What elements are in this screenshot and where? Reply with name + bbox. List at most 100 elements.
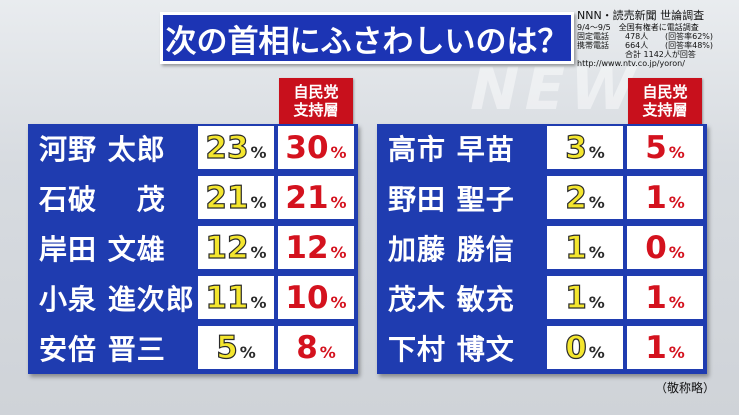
overall-value: 0: [565, 329, 588, 366]
right-panel: 高市 早苗 3% 5% 野田 聖子 2% 1% 加藤 勝信 1% 0% 茂木 敏充 1% 1% 下村 博…: [377, 124, 707, 374]
candidate-row: 岸田 文雄 12% 12%: [28, 224, 358, 271]
mobile-rate: (回答率48%): [665, 41, 714, 51]
total-text: 合計 1142人が回答: [625, 50, 696, 60]
overall-cell: 1%: [547, 276, 623, 319]
percent-unit: %: [330, 193, 347, 212]
landline-label: 固定電話: [577, 31, 609, 41]
overall-value: 1: [565, 229, 588, 266]
mobile-label: 携帯電話: [577, 41, 609, 51]
percent-unit: %: [330, 293, 347, 312]
percent-unit: %: [250, 243, 267, 262]
overall-value: 11: [205, 279, 249, 316]
ldp-cell: 1%: [627, 176, 703, 219]
overall-value: 3: [565, 129, 588, 166]
ldp-value: 1: [645, 279, 667, 316]
source-url: http://www.ntv.co.jp/yoron/: [577, 59, 685, 69]
ldp-value: 1: [645, 179, 667, 216]
source-line2: 9/4～9/5 全国有権者に電話調査: [577, 22, 699, 32]
overall-value: 1: [565, 279, 588, 316]
candidate-row: 高市 早苗 3% 5%: [377, 124, 707, 171]
source-total: 合計 1142人が回答: [577, 50, 729, 59]
ldp-cell: 1%: [627, 326, 703, 369]
page-title: 次の首相にふさわしいのは？: [160, 12, 574, 64]
mobile-value: 664人: [625, 41, 649, 51]
percent-unit: %: [588, 293, 605, 312]
ldp-value: 8: [296, 329, 318, 366]
overall-cell: 3%: [547, 126, 623, 169]
overall-value: 21: [205, 179, 249, 216]
ldp-cell: 1%: [627, 276, 703, 319]
percent-unit: %: [319, 343, 336, 362]
overall-cell: 2%: [547, 176, 623, 219]
ldp-cell: 30%: [278, 126, 354, 169]
source-line1: NNN・読売新聞 世論調査: [577, 9, 705, 22]
ldp-cell: 0%: [627, 226, 703, 269]
survey-source: NNN・読売新聞 世論調査 9/4～9/5 全国有権者に電話調査 固定電話 47…: [577, 9, 729, 69]
ldp-value: 10: [285, 279, 329, 316]
percent-unit: %: [668, 193, 685, 212]
candidate-row: 石破 茂 21% 21%: [28, 174, 358, 221]
landline-rate: (回答率62%): [665, 31, 714, 41]
candidate-name: 加藤 勝信: [388, 232, 515, 266]
ldp-cell: 5%: [627, 126, 703, 169]
candidate-row: 小泉 進次郎 11% 10%: [28, 274, 358, 321]
candidate-name: 岸田 文雄: [39, 232, 166, 266]
percent-unit: %: [330, 243, 347, 262]
candidate-name: 河野 太郎: [39, 132, 166, 166]
candidate-name: 茂木 敏充: [388, 282, 515, 316]
ldp-supporters-header-right: 自民党 支持層: [628, 78, 702, 124]
percent-unit: %: [588, 343, 605, 362]
header-line2: 支持層: [293, 101, 339, 119]
candidate-row: 安倍 晋三 5% 8%: [28, 324, 358, 371]
ldp-cell: 8%: [278, 326, 354, 369]
ldp-value: 21: [285, 179, 329, 216]
percent-unit: %: [668, 143, 685, 162]
overall-value: 5: [216, 329, 239, 366]
overall-cell: 0%: [547, 326, 623, 369]
percent-unit: %: [239, 343, 256, 362]
overall-value: 12: [205, 229, 249, 266]
candidate-name: 高市 早苗: [388, 132, 515, 166]
percent-unit: %: [588, 193, 605, 212]
ldp-value: 12: [285, 229, 329, 266]
candidate-name: 石破 茂: [39, 182, 166, 216]
overall-value: 2: [565, 179, 588, 216]
honorifics-note: （敬称略）: [655, 381, 716, 395]
percent-unit: %: [668, 293, 685, 312]
landline-value: 478人: [625, 31, 649, 41]
header-line1: 自民党: [293, 83, 339, 101]
overall-cell: 23%: [198, 126, 274, 169]
percent-unit: %: [668, 343, 685, 362]
percent-unit: %: [250, 143, 267, 162]
candidate-row: 下村 博文 0% 1%: [377, 324, 707, 371]
candidate-name: 安倍 晋三: [39, 332, 166, 366]
overall-cell: 12%: [198, 226, 274, 269]
ldp-cell: 12%: [278, 226, 354, 269]
percent-unit: %: [668, 243, 685, 262]
percent-unit: %: [588, 143, 605, 162]
left-panel: 河野 太郎 23% 30% 石破 茂 21% 21% 岸田 文雄 12% 12% 小泉 進次郎 11…: [28, 124, 358, 374]
candidate-row: 河野 太郎 23% 30%: [28, 124, 358, 171]
ldp-supporters-header-left: 自民党 支持層: [279, 78, 353, 124]
candidate-name: 野田 聖子: [388, 182, 515, 216]
overall-cell: 21%: [198, 176, 274, 219]
header-line1: 自民党: [642, 83, 688, 101]
header-line2: 支持層: [642, 101, 688, 119]
ldp-value: 0: [645, 229, 667, 266]
overall-cell: 5%: [198, 326, 274, 369]
ldp-value: 5: [645, 129, 667, 166]
candidate-row: 茂木 敏充 1% 1%: [377, 274, 707, 321]
candidate-row: 加藤 勝信 1% 0%: [377, 224, 707, 271]
candidate-row: 野田 聖子 2% 1%: [377, 174, 707, 221]
percent-unit: %: [250, 293, 267, 312]
overall-cell: 11%: [198, 276, 274, 319]
percent-unit: %: [250, 193, 267, 212]
candidate-name: 下村 博文: [388, 332, 515, 366]
source-landline: 固定電話 478人 (回答率62%): [577, 32, 729, 41]
percent-unit: %: [330, 143, 347, 162]
overall-value: 23: [205, 129, 249, 166]
percent-unit: %: [588, 243, 605, 262]
source-mobile: 携帯電話 664人 (回答率48%): [577, 41, 729, 50]
overall-cell: 1%: [547, 226, 623, 269]
ldp-value: 1: [645, 329, 667, 366]
